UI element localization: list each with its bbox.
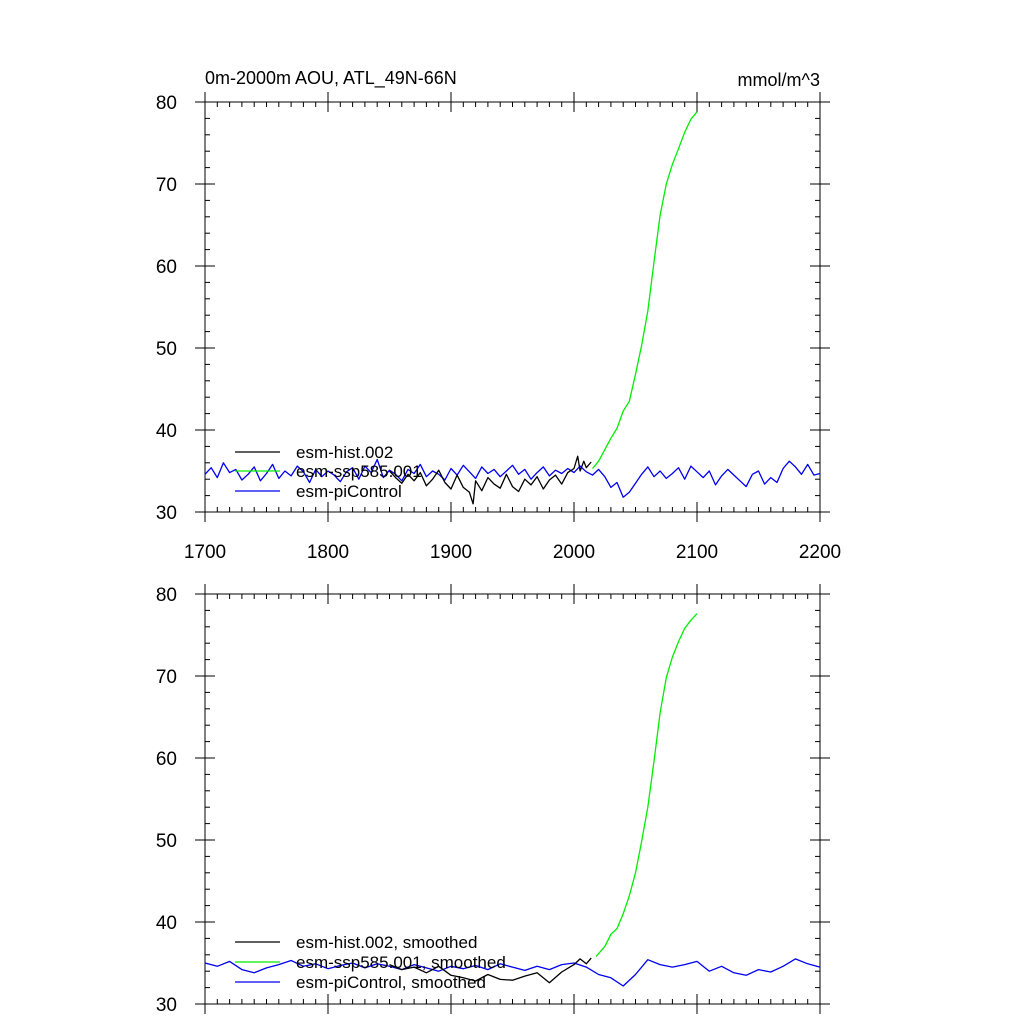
series-line [595, 613, 698, 957]
y-tick-label: 40 [156, 421, 177, 442]
y-tick-label: 50 [156, 831, 177, 852]
y-tick-label: 80 [156, 93, 177, 114]
top-x-axis: 1700 1800 1900 2000 2100 2200 [184, 92, 841, 563]
x-tick-label: 2000 [553, 542, 595, 563]
y-tick-label: 30 [156, 995, 177, 1016]
y-tick-label: 60 [156, 257, 177, 278]
legend-label: esm-hist.002, smoothed [296, 933, 477, 952]
x-tick-label: 1700 [184, 542, 226, 563]
y-tick-label: 30 [156, 503, 177, 524]
units-label: mmol/m^3 [738, 70, 820, 90]
legend-label: esm-ssp585.001, smoothed [296, 953, 506, 972]
top-series [204, 111, 821, 505]
bottom-series [204, 613, 821, 987]
x-tick-label: 1900 [430, 542, 472, 563]
series-line [204, 458, 821, 498]
y-tick-label: 50 [156, 339, 177, 360]
y-tick-label: 60 [156, 749, 177, 770]
x-tick-label: 1800 [307, 542, 349, 563]
bottom-panel: 30 40 50 60 70 80 esm-hist.002, smoothedesm-s… [156, 584, 830, 1016]
legend-label: esm-hist.002 [296, 443, 393, 462]
bottom-x-axis [204, 584, 821, 1014]
legend-label: esm-piControl, smoothed [296, 973, 486, 992]
series-line [204, 958, 821, 987]
y-tick-label: 80 [156, 585, 177, 606]
y-tick-label: 70 [156, 175, 177, 196]
series-line [389, 957, 592, 984]
series-line [389, 455, 592, 505]
y-tick-label: 70 [156, 667, 177, 688]
series-line [592, 111, 698, 469]
x-tick-label: 2200 [799, 542, 841, 563]
legend-label: esm-ssp585.001 [296, 462, 422, 481]
y-tick-label: 40 [156, 913, 177, 934]
legend-label: esm-piControl [296, 482, 402, 501]
bottom-y-axis: 30 40 50 60 70 80 [156, 585, 830, 1016]
top-y-axis: 30 40 50 60 70 80 [156, 93, 830, 524]
chart-title: 0m-2000m AOU, ATL_49N-66N [205, 68, 457, 89]
x-tick-label: 2100 [676, 542, 718, 563]
top-panel: 1700 1800 1900 2000 2100 2200 30 40 50 60 70 80 es… [156, 92, 841, 563]
